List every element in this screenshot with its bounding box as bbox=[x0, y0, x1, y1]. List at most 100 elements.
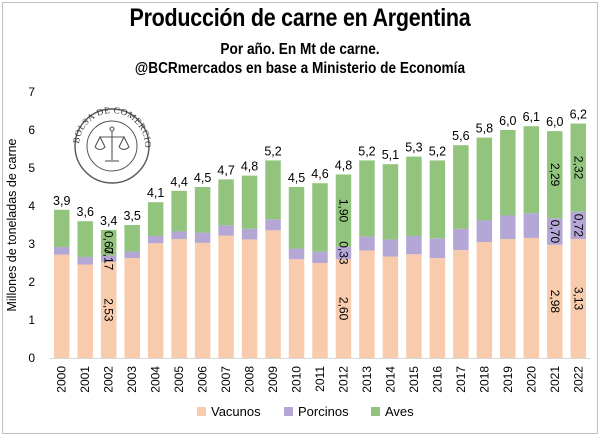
data-labels: 3,9 3,6 3,4 3,5 4,1 4,4 4,5 4,7 4,8 5,2 4,5 4,6 4,8 5… bbox=[53, 108, 587, 322]
total-label-2008: 4,8 bbox=[241, 160, 258, 174]
bar-vacunos-2017 bbox=[453, 250, 469, 358]
chart-title: Producción de carne en Argentina bbox=[129, 4, 471, 32]
bar-vacunos-2000 bbox=[53, 254, 70, 358]
bar-vacunos-2009 bbox=[265, 230, 281, 358]
segment-label-aves-2002: 0,67 bbox=[102, 231, 116, 255]
total-label-2002: 3,4 bbox=[100, 214, 117, 228]
bar-porcinos-2006 bbox=[194, 232, 211, 243]
seal-outer-ring bbox=[74, 108, 150, 184]
bar-porcinos-2011 bbox=[312, 251, 328, 263]
bar-aves-2008 bbox=[241, 175, 258, 229]
chart-subtitle: Por año. En Mt de carne. bbox=[220, 41, 380, 58]
bar-porcinos-2014 bbox=[382, 239, 399, 257]
bar-porcinos-2000 bbox=[53, 247, 70, 255]
x-tick-label-2008: 2008 bbox=[243, 366, 257, 393]
bar-porcinos-2015 bbox=[406, 236, 422, 255]
x-tick-label-2011: 2011 bbox=[313, 366, 327, 392]
legend-label-vacunos: Vacunos bbox=[211, 404, 261, 419]
x-tick-label-2000: 2000 bbox=[55, 366, 69, 393]
x-tick-label-2010: 2010 bbox=[290, 366, 304, 393]
seal-text: BOLSA DE COMERCIO DE ROSARIO bbox=[0, 0, 153, 148]
bar-aves-2019 bbox=[500, 130, 516, 216]
x-tick-label-2004: 2004 bbox=[149, 366, 163, 393]
segment-label-porcinos-2012: 0,33 bbox=[336, 241, 350, 265]
bar-porcinos-2007 bbox=[218, 225, 234, 236]
bar-porcinos-2010 bbox=[288, 248, 305, 260]
bar-aves-2004 bbox=[147, 202, 164, 237]
x-tick-label-2009: 2009 bbox=[266, 366, 280, 393]
total-label-2011: 4,6 bbox=[311, 167, 328, 181]
x-tick-label-2001: 2001 bbox=[78, 366, 92, 393]
segment-label-vacunos-2021: 2,98 bbox=[548, 290, 562, 314]
bar-aves-2012 bbox=[335, 174, 352, 247]
x-tick-label-2006: 2006 bbox=[196, 366, 210, 393]
x-tick-label-2014: 2014 bbox=[383, 366, 397, 393]
x-tick-label-2002: 2002 bbox=[102, 366, 116, 393]
legend-swatch-vacunos bbox=[197, 407, 206, 416]
bar-aves-2006 bbox=[194, 187, 211, 233]
total-label-2015: 5,3 bbox=[405, 141, 422, 155]
bar-vacunos-2019 bbox=[500, 239, 516, 358]
bar-aves-2015 bbox=[406, 156, 422, 237]
bar-aves-2007 bbox=[218, 179, 234, 226]
x-axis: 2000 2001 2002 2003 2004 2005 2006 2007 2008 2009… bbox=[50, 358, 590, 393]
x-tick-label-2018: 2018 bbox=[477, 366, 491, 393]
bar-aves-2021 bbox=[547, 131, 563, 219]
total-label-2016: 5,2 bbox=[429, 144, 446, 158]
x-tick-label-2003: 2003 bbox=[125, 366, 139, 393]
bar-porcinos-2001 bbox=[77, 256, 93, 265]
total-label-2006: 4,5 bbox=[194, 171, 211, 185]
y-tick-label: 0 bbox=[28, 351, 35, 365]
total-label-2017: 5,6 bbox=[452, 129, 469, 143]
y-tick-label: 6 bbox=[28, 123, 35, 137]
bar-porcinos-2004 bbox=[147, 236, 164, 244]
total-label-2014: 5,1 bbox=[382, 148, 399, 162]
segment-label-vacunos-2002: 2,53 bbox=[102, 298, 116, 322]
total-label-2018: 5,8 bbox=[476, 122, 493, 136]
total-label-2019: 6,0 bbox=[499, 114, 516, 128]
bar-vacunos-2005 bbox=[171, 239, 187, 358]
bar-vacunos-2016 bbox=[429, 258, 446, 358]
legend-label-aves: Aves bbox=[385, 404, 414, 419]
total-label-2010: 4,5 bbox=[288, 171, 305, 185]
bar-vacunos-2006 bbox=[194, 242, 211, 358]
bar-vacunos-2002 bbox=[100, 261, 117, 358]
y-tick-label: 5 bbox=[28, 161, 35, 175]
legend-label-porcinos: Porcinos bbox=[298, 404, 349, 419]
x-tick-label-2007: 2007 bbox=[219, 366, 233, 393]
bolsa-comercio-rosario-seal: BOLSA DE COMERCIO DE ROSARIO bbox=[0, 0, 153, 184]
bar-porcinos-2016 bbox=[429, 238, 446, 259]
x-tick-label-2022: 2022 bbox=[571, 366, 585, 393]
segment-label-porcinos-2022: 0,72 bbox=[571, 214, 585, 238]
scales-of-justice-icon bbox=[94, 126, 130, 162]
total-label-2003: 3,5 bbox=[123, 209, 140, 223]
bar-aves-2022 bbox=[570, 123, 587, 212]
seal-inner-ring bbox=[86, 120, 138, 172]
bar-vacunos-2021 bbox=[547, 244, 563, 358]
bar-vacunos-2014 bbox=[382, 256, 399, 358]
bar-vacunos-2008 bbox=[241, 239, 258, 358]
bar-aves-2017 bbox=[453, 145, 469, 229]
x-tick-label-2005: 2005 bbox=[172, 366, 186, 393]
bar-aves-2010 bbox=[288, 187, 305, 249]
chart-source: @BCRmercados en base a Ministerio de Eco… bbox=[134, 60, 466, 77]
x-tick-label-2015: 2015 bbox=[407, 366, 421, 393]
bar-porcinos-2012 bbox=[335, 246, 352, 260]
bar-aves-2002 bbox=[100, 229, 117, 256]
bar-porcinos-2008 bbox=[241, 228, 258, 240]
legend-swatch-porcinos bbox=[284, 407, 293, 416]
x-tick-label-2013: 2013 bbox=[360, 366, 374, 393]
bar-aves-2011 bbox=[312, 183, 328, 252]
x-tick-label-2017: 2017 bbox=[454, 366, 468, 393]
bar-porcinos-2003 bbox=[124, 251, 140, 259]
bar-vacunos-2011 bbox=[312, 263, 328, 358]
bar-vacunos-2022 bbox=[570, 239, 587, 358]
y-tick-label: 1 bbox=[28, 313, 35, 327]
y-tick-label: 3 bbox=[28, 237, 35, 251]
total-label-2012: 4,8 bbox=[335, 158, 352, 172]
bar-vacunos-2020 bbox=[523, 237, 540, 358]
total-label-2013: 5,2 bbox=[358, 144, 375, 158]
x-tick-label-2016: 2016 bbox=[430, 366, 444, 393]
bar-aves-2001 bbox=[77, 221, 93, 257]
